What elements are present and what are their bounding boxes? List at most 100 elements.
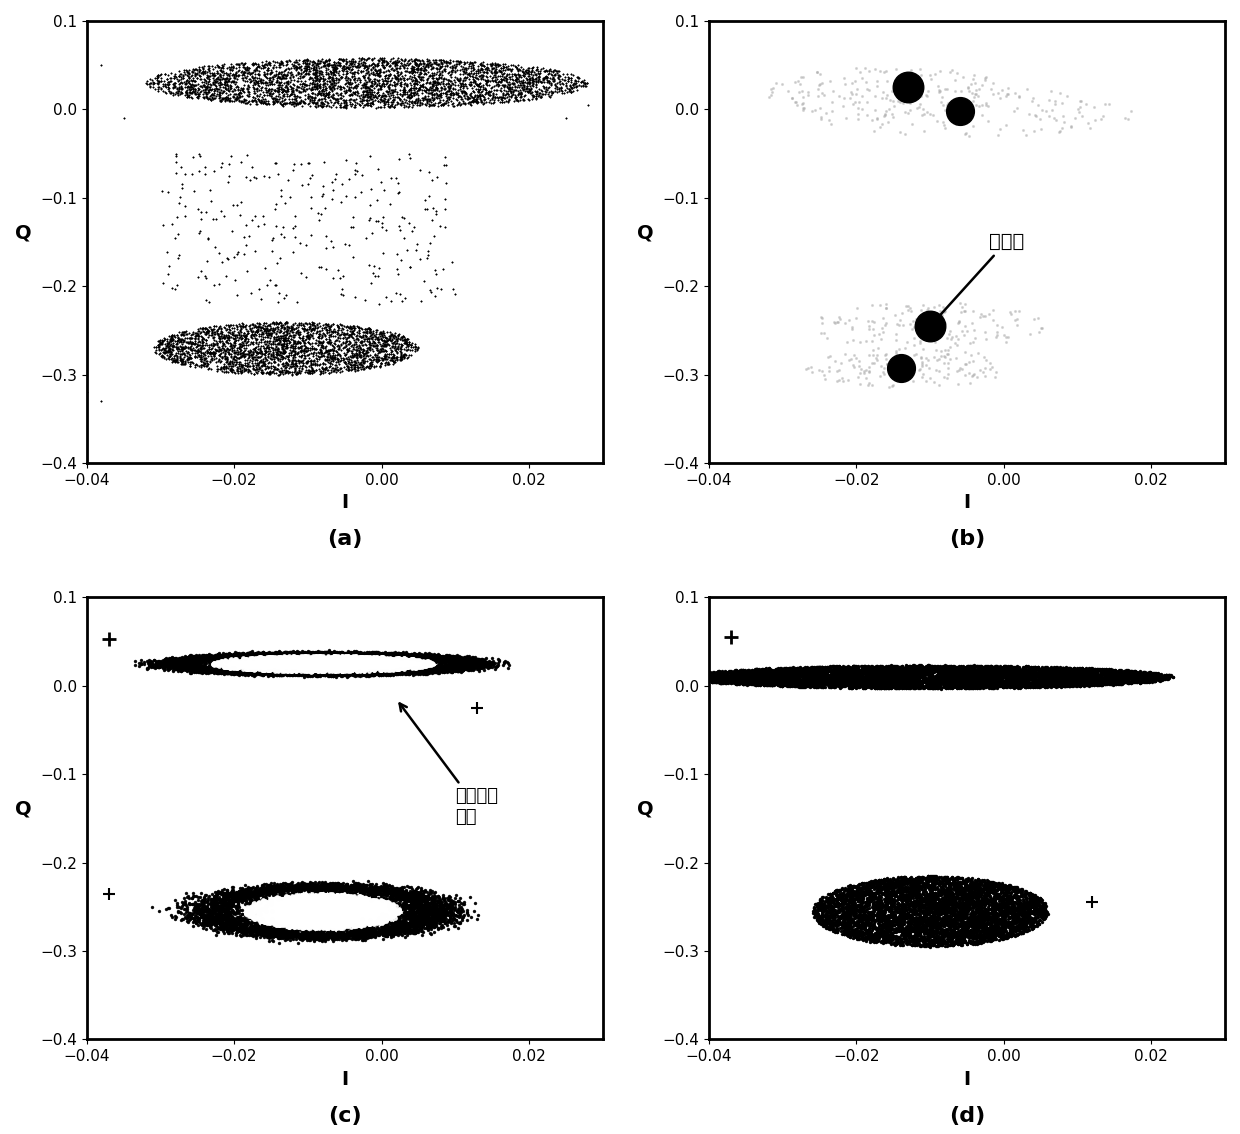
Point	[179, 67, 198, 85]
Point	[327, 914, 347, 932]
Point	[1080, 660, 1100, 678]
Point	[450, 655, 470, 674]
Point	[954, 904, 973, 922]
Point	[454, 892, 474, 911]
Point	[366, 643, 386, 661]
Point	[384, 644, 404, 662]
Point	[944, 671, 963, 689]
Point	[379, 75, 399, 93]
Point	[345, 83, 365, 101]
Point	[1004, 666, 1024, 684]
Point	[820, 668, 839, 686]
Point	[718, 663, 738, 682]
Point	[290, 322, 310, 340]
Point	[190, 661, 210, 679]
Point	[910, 907, 930, 925]
Point	[357, 881, 377, 899]
Point	[238, 77, 258, 95]
Point	[267, 924, 286, 942]
Point	[843, 662, 863, 680]
Point	[176, 82, 196, 100]
Point	[192, 662, 212, 680]
Point	[257, 649, 277, 667]
Point	[879, 907, 899, 925]
Point	[202, 903, 222, 921]
Point	[429, 894, 449, 912]
Point	[367, 912, 387, 930]
Point	[1023, 659, 1043, 677]
Point	[315, 877, 335, 895]
Point	[1025, 671, 1045, 689]
Point	[1017, 662, 1037, 680]
Point	[370, 913, 389, 931]
Point	[735, 662, 755, 680]
Point	[289, 889, 309, 907]
Point	[213, 924, 233, 942]
Point	[546, 61, 565, 79]
Point	[990, 891, 1009, 909]
Point	[1127, 671, 1147, 689]
Point	[321, 653, 341, 671]
Point	[300, 649, 320, 667]
Point	[985, 679, 1004, 697]
Point	[1033, 668, 1053, 686]
Point	[960, 670, 980, 688]
Point	[391, 653, 410, 671]
Point	[444, 280, 464, 298]
Point	[367, 924, 387, 942]
Point	[376, 909, 396, 928]
Point	[367, 643, 387, 661]
Point	[283, 646, 303, 665]
Point	[856, 659, 875, 677]
Point	[785, 666, 805, 684]
Point	[315, 87, 335, 105]
Point	[316, 665, 336, 683]
Point	[242, 645, 262, 663]
Point	[427, 84, 446, 102]
Point	[227, 913, 247, 931]
Point	[990, 660, 1009, 678]
Point	[405, 54, 425, 73]
Point	[898, 660, 918, 678]
Point	[968, 896, 988, 914]
Point	[973, 928, 993, 946]
Point	[401, 662, 420, 680]
Point	[379, 663, 399, 682]
Point	[732, 665, 751, 683]
Point	[890, 677, 910, 695]
Point	[1044, 677, 1064, 695]
Point	[361, 329, 381, 347]
Point	[272, 92, 291, 110]
Point	[374, 323, 394, 341]
Point	[384, 900, 404, 919]
Point	[424, 896, 444, 914]
Point	[397, 904, 417, 922]
Point	[436, 92, 456, 110]
Point	[815, 671, 835, 689]
Point	[915, 678, 935, 696]
Point	[926, 931, 946, 949]
Point	[879, 100, 899, 118]
Point	[172, 651, 192, 669]
Point	[966, 902, 986, 920]
Point	[429, 661, 449, 679]
Point	[992, 878, 1012, 896]
Point	[940, 669, 960, 687]
Point	[916, 657, 936, 675]
Point	[384, 890, 404, 908]
Point	[361, 650, 381, 668]
Point	[910, 675, 930, 693]
Point	[878, 870, 898, 888]
Point	[435, 661, 455, 679]
Point	[399, 920, 419, 938]
Point	[177, 324, 197, 342]
Point	[258, 662, 278, 680]
Point	[1034, 674, 1054, 692]
Point	[309, 336, 329, 354]
Point	[306, 878, 326, 896]
Point	[370, 342, 389, 361]
Point	[208, 912, 228, 930]
Point	[925, 661, 945, 679]
Point	[347, 926, 367, 945]
Point	[412, 891, 432, 909]
